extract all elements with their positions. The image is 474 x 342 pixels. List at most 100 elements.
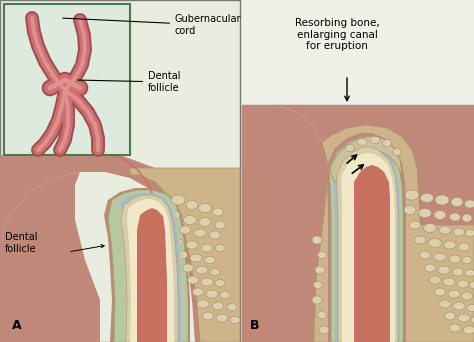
Text: A: A [12, 319, 22, 332]
Ellipse shape [182, 264, 193, 272]
Ellipse shape [414, 236, 426, 244]
Ellipse shape [170, 211, 180, 219]
Ellipse shape [471, 316, 474, 324]
Ellipse shape [204, 256, 216, 263]
Ellipse shape [458, 314, 470, 322]
Ellipse shape [423, 224, 437, 233]
Ellipse shape [188, 276, 199, 284]
Ellipse shape [230, 316, 240, 324]
Ellipse shape [190, 254, 202, 262]
FancyBboxPatch shape [4, 4, 130, 155]
Ellipse shape [212, 208, 224, 216]
Ellipse shape [458, 243, 470, 251]
Ellipse shape [462, 214, 472, 222]
Ellipse shape [383, 140, 392, 146]
Ellipse shape [469, 281, 474, 289]
Ellipse shape [449, 324, 461, 332]
Ellipse shape [313, 281, 322, 289]
Polygon shape [277, 105, 474, 225]
Ellipse shape [173, 238, 183, 246]
Ellipse shape [312, 236, 322, 244]
Polygon shape [80, 155, 218, 342]
Ellipse shape [454, 228, 465, 236]
Ellipse shape [210, 231, 220, 239]
Ellipse shape [439, 226, 451, 234]
Polygon shape [314, 125, 474, 342]
Polygon shape [127, 199, 174, 342]
Ellipse shape [429, 276, 440, 284]
Ellipse shape [462, 256, 472, 263]
Ellipse shape [318, 251, 327, 259]
Ellipse shape [216, 314, 228, 322]
Polygon shape [337, 147, 398, 342]
Polygon shape [0, 0, 240, 342]
Text: Resorbing bone,
enlarging canal
for eruption: Resorbing bone, enlarging canal for erup… [295, 18, 379, 51]
Ellipse shape [197, 300, 209, 308]
Polygon shape [330, 136, 402, 182]
Ellipse shape [435, 195, 449, 205]
Ellipse shape [206, 290, 218, 298]
Polygon shape [108, 190, 188, 342]
Ellipse shape [428, 238, 441, 248]
Ellipse shape [444, 241, 456, 249]
Ellipse shape [212, 302, 224, 310]
Polygon shape [104, 188, 190, 342]
Ellipse shape [194, 229, 206, 237]
Ellipse shape [393, 148, 401, 156]
Ellipse shape [409, 221, 421, 229]
Ellipse shape [370, 136, 380, 144]
Ellipse shape [201, 244, 212, 252]
Text: Dental
follicle: Dental follicle [5, 232, 37, 254]
Ellipse shape [199, 218, 211, 226]
Ellipse shape [171, 195, 185, 205]
Ellipse shape [448, 290, 460, 298]
Ellipse shape [453, 268, 464, 276]
Ellipse shape [451, 197, 463, 207]
Polygon shape [137, 208, 167, 342]
Polygon shape [333, 143, 400, 342]
Ellipse shape [443, 278, 455, 286]
Ellipse shape [196, 266, 208, 274]
Ellipse shape [227, 303, 237, 311]
Ellipse shape [357, 139, 367, 145]
Polygon shape [130, 168, 240, 342]
Ellipse shape [176, 251, 188, 259]
Polygon shape [120, 193, 181, 342]
Ellipse shape [186, 241, 198, 249]
Ellipse shape [457, 280, 468, 288]
Ellipse shape [315, 266, 325, 274]
Ellipse shape [183, 215, 197, 224]
Polygon shape [341, 153, 395, 342]
Polygon shape [0, 155, 80, 240]
Ellipse shape [434, 253, 446, 261]
Ellipse shape [215, 279, 225, 287]
Ellipse shape [419, 209, 431, 218]
Polygon shape [327, 133, 406, 342]
Polygon shape [242, 105, 474, 342]
Ellipse shape [462, 292, 473, 300]
Text: Dental
follicle: Dental follicle [78, 71, 181, 93]
Ellipse shape [346, 145, 355, 152]
Ellipse shape [463, 326, 474, 334]
Text: B: B [250, 319, 259, 332]
Ellipse shape [453, 302, 465, 310]
Polygon shape [0, 155, 100, 342]
Ellipse shape [445, 312, 456, 320]
Polygon shape [329, 137, 403, 342]
Ellipse shape [312, 296, 322, 304]
Text: Gubernacular
cord: Gubernacular cord [63, 14, 241, 36]
Ellipse shape [186, 200, 198, 210]
Ellipse shape [449, 213, 461, 221]
Ellipse shape [199, 203, 211, 212]
Ellipse shape [215, 221, 225, 229]
Polygon shape [242, 105, 327, 342]
Polygon shape [118, 191, 183, 342]
Ellipse shape [465, 229, 474, 237]
Ellipse shape [434, 210, 446, 220]
Ellipse shape [202, 312, 213, 320]
Ellipse shape [405, 190, 419, 200]
Ellipse shape [420, 194, 434, 202]
Ellipse shape [465, 200, 474, 208]
Polygon shape [354, 165, 390, 342]
Ellipse shape [438, 266, 450, 274]
